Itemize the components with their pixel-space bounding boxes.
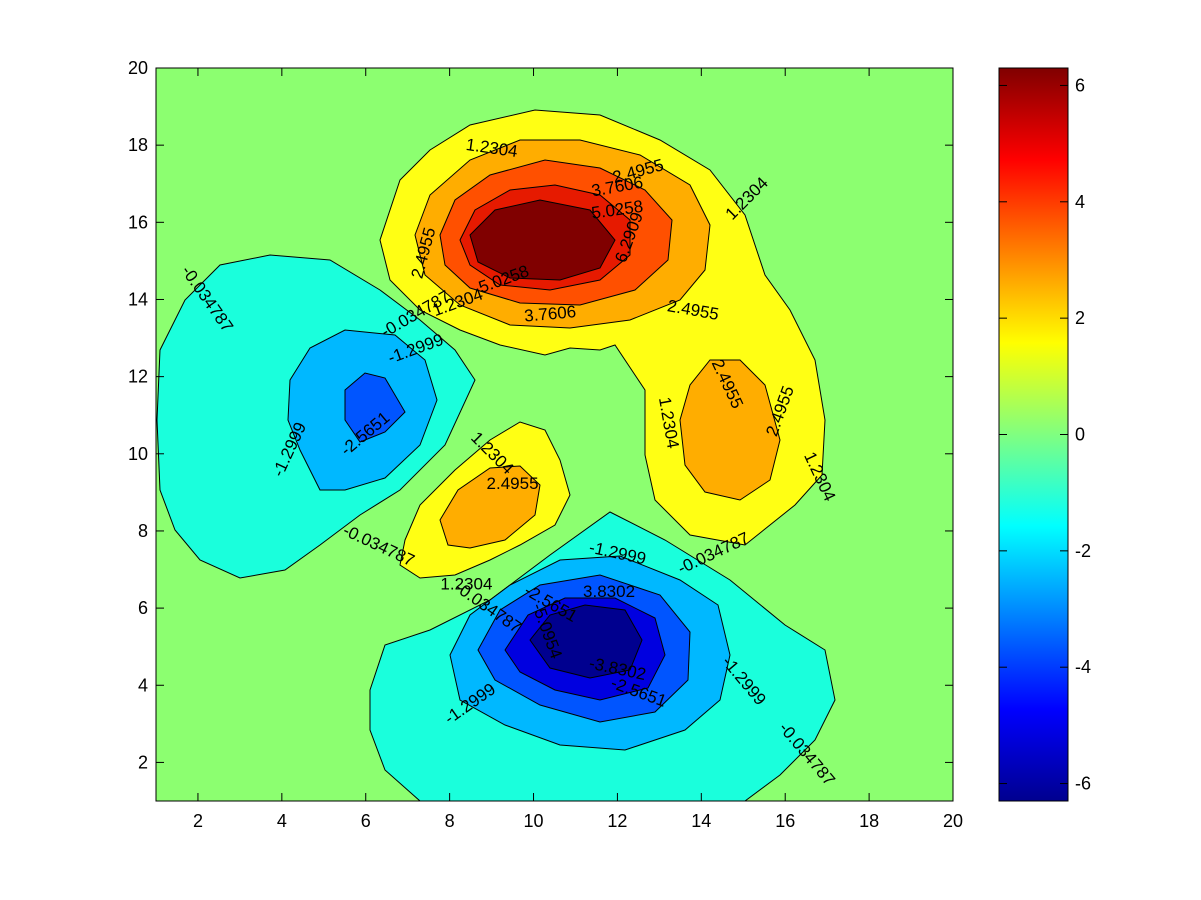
x-tick-label: 20 [943, 811, 963, 831]
y-tick-label: 6 [138, 598, 148, 618]
y-tick-label: 10 [128, 444, 148, 464]
y-tick-label: 2 [138, 752, 148, 772]
colorbar-tick-label: 0 [1075, 425, 1085, 445]
x-tick-label: 16 [775, 811, 795, 831]
contour-label: 2.4955 [487, 474, 539, 493]
x-tick-label: 10 [524, 811, 544, 831]
contour-region-top-5 [469, 199, 616, 281]
y-tick-label: 4 [138, 675, 148, 695]
colorbar-gradient [999, 68, 1068, 801]
x-axis: 2 4 6 8 10 12 14 16 18 20 [193, 68, 963, 831]
x-tick-label: 2 [193, 811, 203, 831]
x-tick-label: 4 [277, 811, 287, 831]
y-axis: 2 4 6 8 10 12 14 16 18 20 [128, 58, 953, 772]
plot-frame [155, 67, 954, 802]
y-tick-label: 14 [128, 289, 148, 309]
contour-region-right-2 [679, 359, 781, 501]
contour-region-left-3 [344, 372, 406, 443]
contour-region-middle-2 [439, 465, 541, 549]
contour-plot-area: 1.23042.49553.76065.02586.29091.23042.49… [128, 58, 963, 831]
x-tick-label: 6 [361, 811, 371, 831]
x-tick-label: 8 [445, 811, 455, 831]
colorbar-tick-label: -4 [1075, 657, 1091, 677]
x-tick-label: 14 [691, 811, 711, 831]
y-tick-label: 16 [128, 212, 148, 232]
colorbar-axis: 6 4 2 0 -2 -4 -6 [999, 75, 1091, 794]
colorbar-tick-label: 4 [1075, 192, 1085, 212]
contour-label: 3.7606 [523, 302, 576, 325]
contour-label: 3.8302 [583, 582, 635, 601]
x-tick-label: 18 [859, 811, 879, 831]
contour-regions [156, 109, 836, 801]
y-tick-label: 12 [128, 367, 148, 387]
contour-label: 1.2304 [440, 574, 492, 593]
y-tick-label: 20 [128, 58, 148, 78]
colorbar-tick-label: -6 [1075, 774, 1091, 794]
colorbar: 6 4 2 0 -2 -4 -6 [998, 67, 1091, 802]
x-tick-label: 12 [607, 811, 627, 831]
contour-region-bottom-5 [529, 604, 643, 679]
colorbar-tick-label: 2 [1075, 308, 1085, 328]
colorbar-tick-label: 6 [1075, 75, 1085, 95]
colorbar-tick-label: -2 [1075, 541, 1091, 561]
y-tick-label: 18 [128, 135, 148, 155]
y-tick-label: 8 [138, 521, 148, 541]
